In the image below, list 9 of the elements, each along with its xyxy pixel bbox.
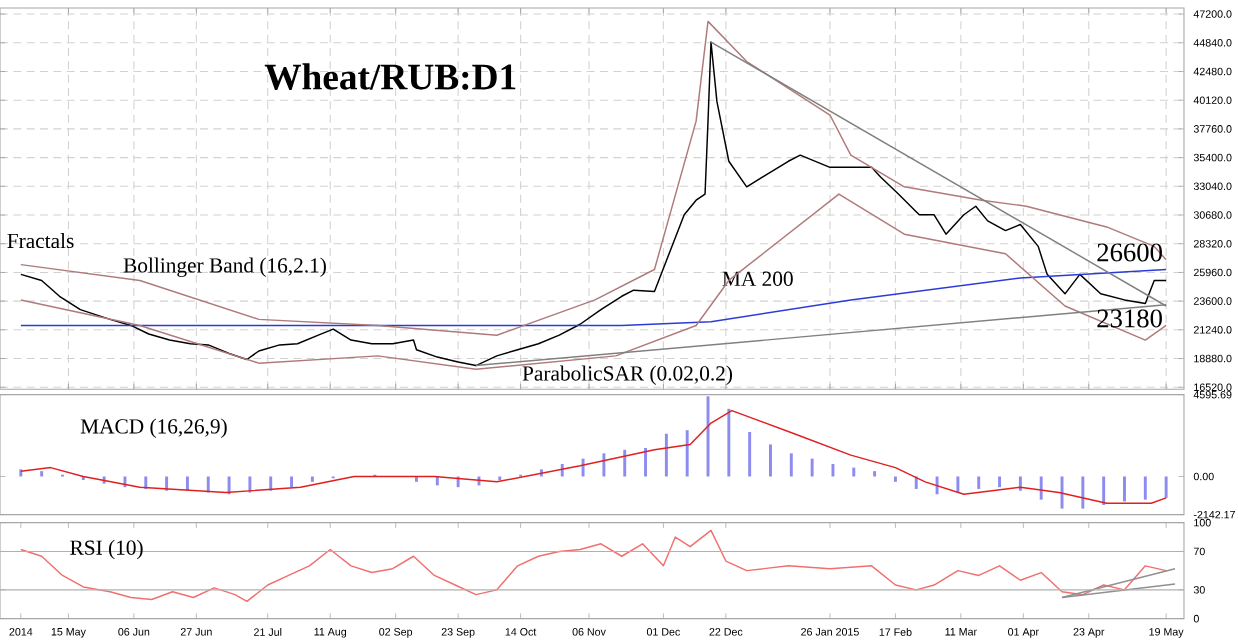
annotation: 23180 xyxy=(1097,309,1162,328)
text: MACD (16,26,9) xyxy=(80,418,227,438)
text: RSI (10) xyxy=(70,539,143,560)
text: Wheat/RUB:D1 xyxy=(264,63,516,90)
annotation: 26600 xyxy=(1097,243,1162,262)
annotation: ParabolicSAR (0.02,0.2) xyxy=(522,365,733,385)
annotation: Fractals xyxy=(7,233,74,249)
series-label: Bollinger Band (16,2.1) xyxy=(123,257,326,277)
series-label: MA 200 xyxy=(722,271,793,286)
